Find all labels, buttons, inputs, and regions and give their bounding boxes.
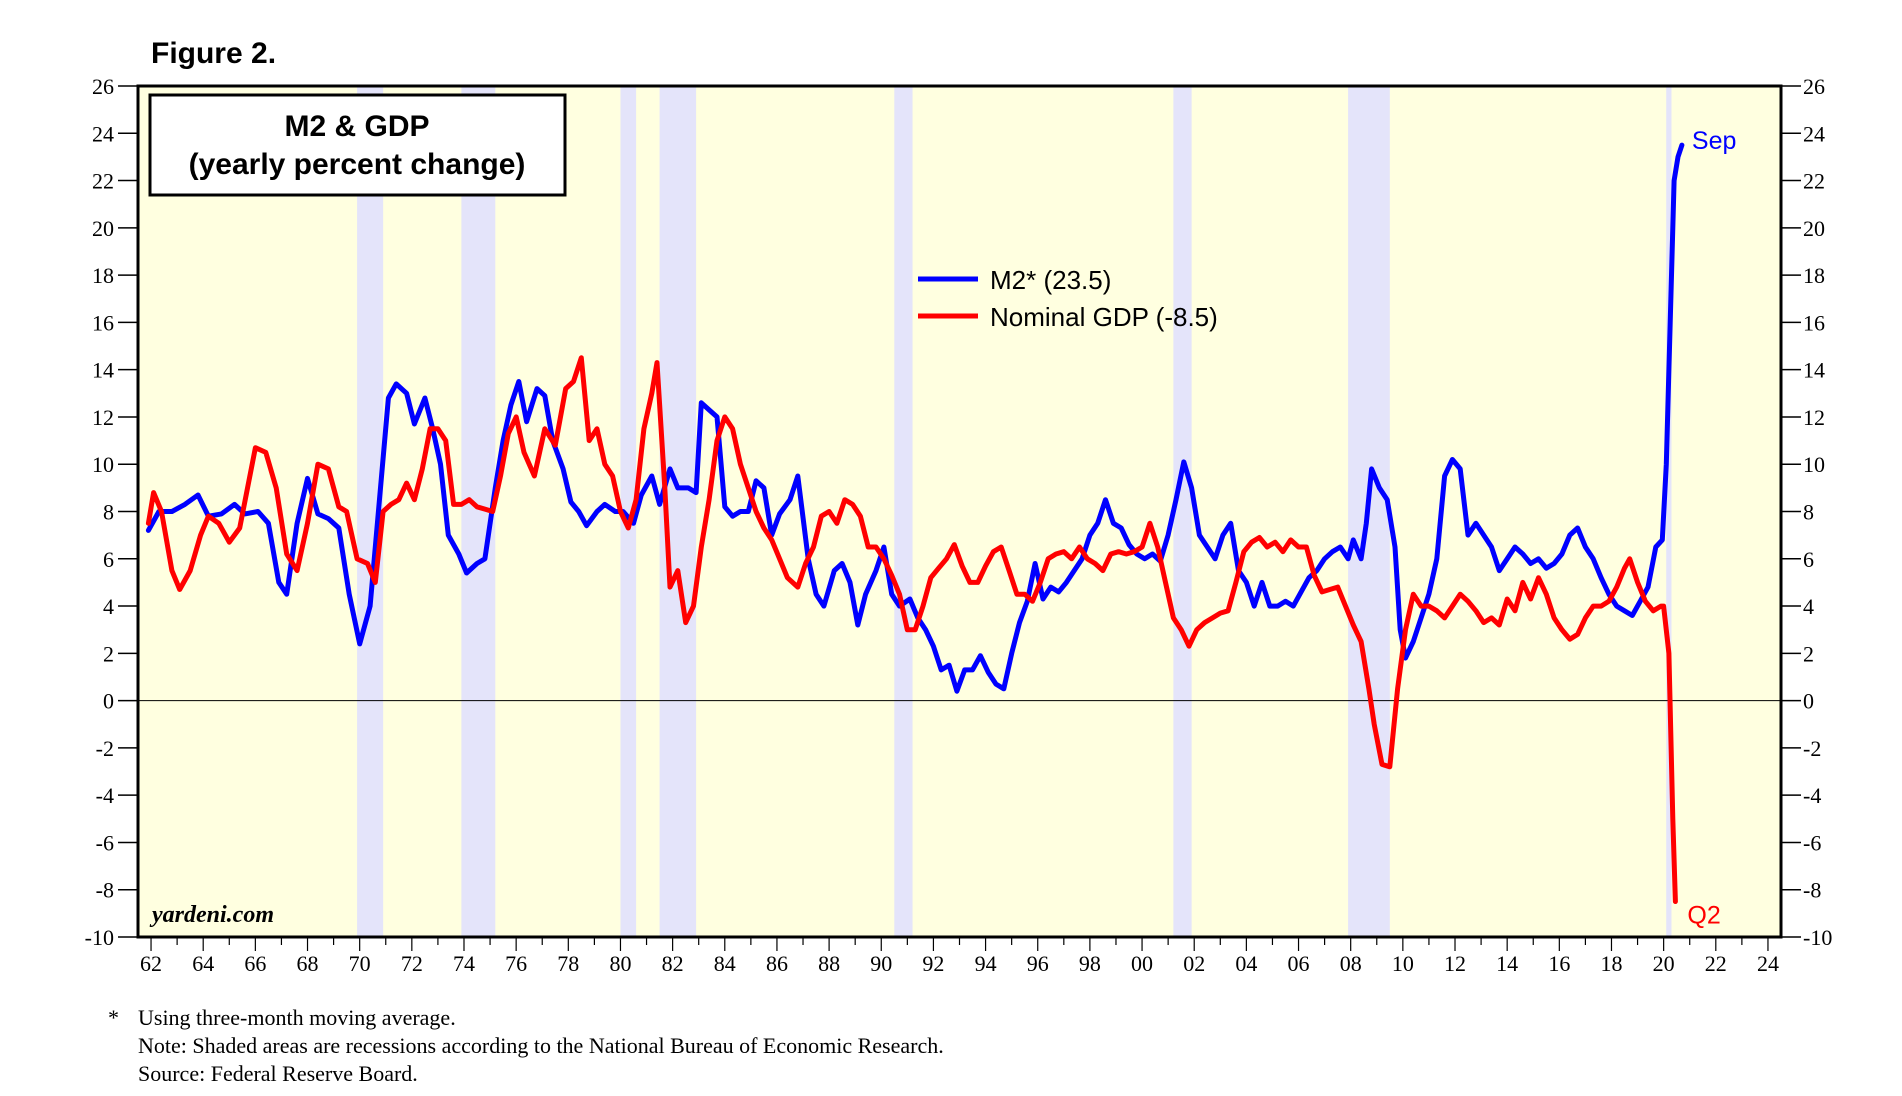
- x-tick-label-1970: 70: [349, 951, 371, 976]
- plot-background: [138, 86, 1781, 937]
- y-tick-label-right-4: 4: [1803, 594, 1814, 619]
- y-tick-label-left-0: 0: [103, 689, 114, 714]
- x-tick-label-1984: 84: [714, 951, 736, 976]
- y-tick-label-right-26: 26: [1803, 74, 1825, 99]
- x-tick-label-1962: 62: [140, 951, 162, 976]
- y-tick-label-right--10: -10: [1803, 925, 1832, 950]
- footnote-line-1: Using three-month moving average.: [138, 1005, 456, 1030]
- y-tick-label-right-16: 16: [1803, 310, 1825, 335]
- x-tick-label-2018: 18: [1600, 951, 1622, 976]
- y-tick-label-left-14: 14: [92, 358, 114, 383]
- x-tick-label-1976: 76: [505, 951, 527, 976]
- recession-band-5: [894, 86, 913, 937]
- y-tick-label-left-16: 16: [92, 310, 114, 335]
- y-tick-label-right-22: 22: [1803, 169, 1825, 194]
- figure-label: Figure 2.: [151, 37, 276, 70]
- x-tick-label-2016: 16: [1548, 951, 1570, 976]
- y-tick-label-right-18: 18: [1803, 263, 1825, 288]
- series-line-m2: [145, 142, 1685, 694]
- x-tick-label-2014: 14: [1496, 951, 1518, 976]
- chart-subtitle: (yearly percent change): [189, 148, 526, 181]
- recession-band-3: [620, 86, 637, 937]
- x-tick-label-1992: 92: [922, 951, 944, 976]
- footnote-marker: *: [108, 1005, 119, 1030]
- y-tick-label-left-10: 10: [92, 452, 114, 477]
- legend-label-gdp: Nominal GDP (-8.5): [990, 302, 1218, 332]
- y-tick-label-left--4: -4: [96, 783, 114, 808]
- x-tick-label-1994: 94: [975, 951, 997, 976]
- y-tick-label-left--10: -10: [85, 925, 114, 950]
- y-tick-label-right-2: 2: [1803, 641, 1814, 666]
- x-tick-label-2024: 24: [1757, 951, 1779, 976]
- x-tick-label-2020: 20: [1653, 951, 1675, 976]
- chart-title: M2 & GDP: [284, 110, 429, 143]
- y-tick-label-right-14: 14: [1803, 358, 1825, 383]
- y-tick-label-right-8: 8: [1803, 500, 1814, 525]
- y-tick-label-left-4: 4: [103, 594, 114, 619]
- y-tick-label-right-24: 24: [1803, 121, 1825, 146]
- x-tick-label-1998: 98: [1079, 951, 1101, 976]
- y-tick-label-right--4: -4: [1803, 783, 1821, 808]
- y-tick-label-right-6: 6: [1803, 547, 1814, 572]
- title-box: M2 & GDP (yearly percent change): [148, 93, 567, 197]
- y-tick-label-left--6: -6: [96, 830, 114, 855]
- x-tick-label-2010: 10: [1392, 951, 1414, 976]
- x-tick-label-1980: 80: [609, 951, 631, 976]
- y-tick-label-left-20: 20: [92, 216, 114, 241]
- y-tick-label-right-20: 20: [1803, 216, 1825, 241]
- y-tick-label-right-10: 10: [1803, 452, 1825, 477]
- recession-band-8: [1666, 86, 1672, 937]
- series-line-gdp: [145, 355, 1678, 904]
- y-tick-label-right--8: -8: [1803, 878, 1821, 903]
- legend: M2* (23.5) Nominal GDP (-8.5): [918, 265, 1218, 332]
- y-tick-label-left-8: 8: [103, 500, 114, 525]
- y-tick-label-left-26: 26: [92, 74, 114, 99]
- x-tick-label-2006: 06: [1288, 951, 1310, 976]
- y-tick-label-left-6: 6: [103, 547, 114, 572]
- y-tick-label-right-12: 12: [1803, 405, 1825, 430]
- y-tick-label-left-18: 18: [92, 263, 114, 288]
- y-tick-label-left-12: 12: [92, 405, 114, 430]
- x-tick-label-2000: 00: [1131, 951, 1153, 976]
- x-tick-label-1990: 90: [870, 951, 892, 976]
- x-tick-label-1978: 78: [557, 951, 579, 976]
- footnote-line-2: Note: Shaded areas are recessions accord…: [138, 1033, 944, 1058]
- x-tick-label-1982: 82: [662, 951, 684, 976]
- x-tick-label-2008: 08: [1340, 951, 1362, 976]
- x-tick-label-2002: 02: [1183, 951, 1205, 976]
- end-label-m2: Sep: [1692, 127, 1736, 155]
- footnotes: * Using three-month moving average. Note…: [108, 1005, 944, 1086]
- watermark: yardeni.com: [149, 902, 274, 928]
- legend-label-m2: M2* (23.5): [990, 265, 1111, 295]
- x-tick-label-1966: 66: [244, 951, 266, 976]
- x-tick-label-2004: 04: [1235, 951, 1257, 976]
- x-tick-label-1968: 68: [297, 951, 319, 976]
- y-tick-label-left--2: -2: [96, 736, 114, 761]
- x-tick-label-1964: 64: [192, 951, 214, 976]
- x-tick-label-1996: 96: [1027, 951, 1049, 976]
- y-tick-label-left-2: 2: [103, 641, 114, 666]
- x-tick-label-2022: 22: [1705, 951, 1727, 976]
- end-label-gdp: Q2: [1687, 902, 1720, 930]
- x-tick-label-1974: 74: [453, 951, 475, 976]
- recession-band-6: [1173, 86, 1192, 937]
- y-tick-label-right--6: -6: [1803, 830, 1821, 855]
- title-box-frame: [148, 93, 567, 197]
- x-axis: 62 64 66 68 70 72 74 76 78 80 82 84 86 88 90 92 94 96 98 00…: [140, 937, 1779, 976]
- y-tick-label-left-24: 24: [92, 121, 114, 146]
- x-tick-label-1986: 86: [766, 951, 788, 976]
- y-tick-label-left-22: 22: [92, 169, 114, 194]
- x-tick-label-1988: 88: [818, 951, 840, 976]
- x-tick-label-2012: 12: [1444, 951, 1466, 976]
- series-lines: [145, 142, 1685, 904]
- y-tick-label-right--2: -2: [1803, 736, 1821, 761]
- x-tick-label-1972: 72: [401, 951, 423, 976]
- footnote-line-3: Source: Federal Reserve Board.: [138, 1061, 418, 1086]
- y-tick-label-left--8: -8: [96, 878, 114, 903]
- y-tick-label-right-0: 0: [1803, 689, 1814, 714]
